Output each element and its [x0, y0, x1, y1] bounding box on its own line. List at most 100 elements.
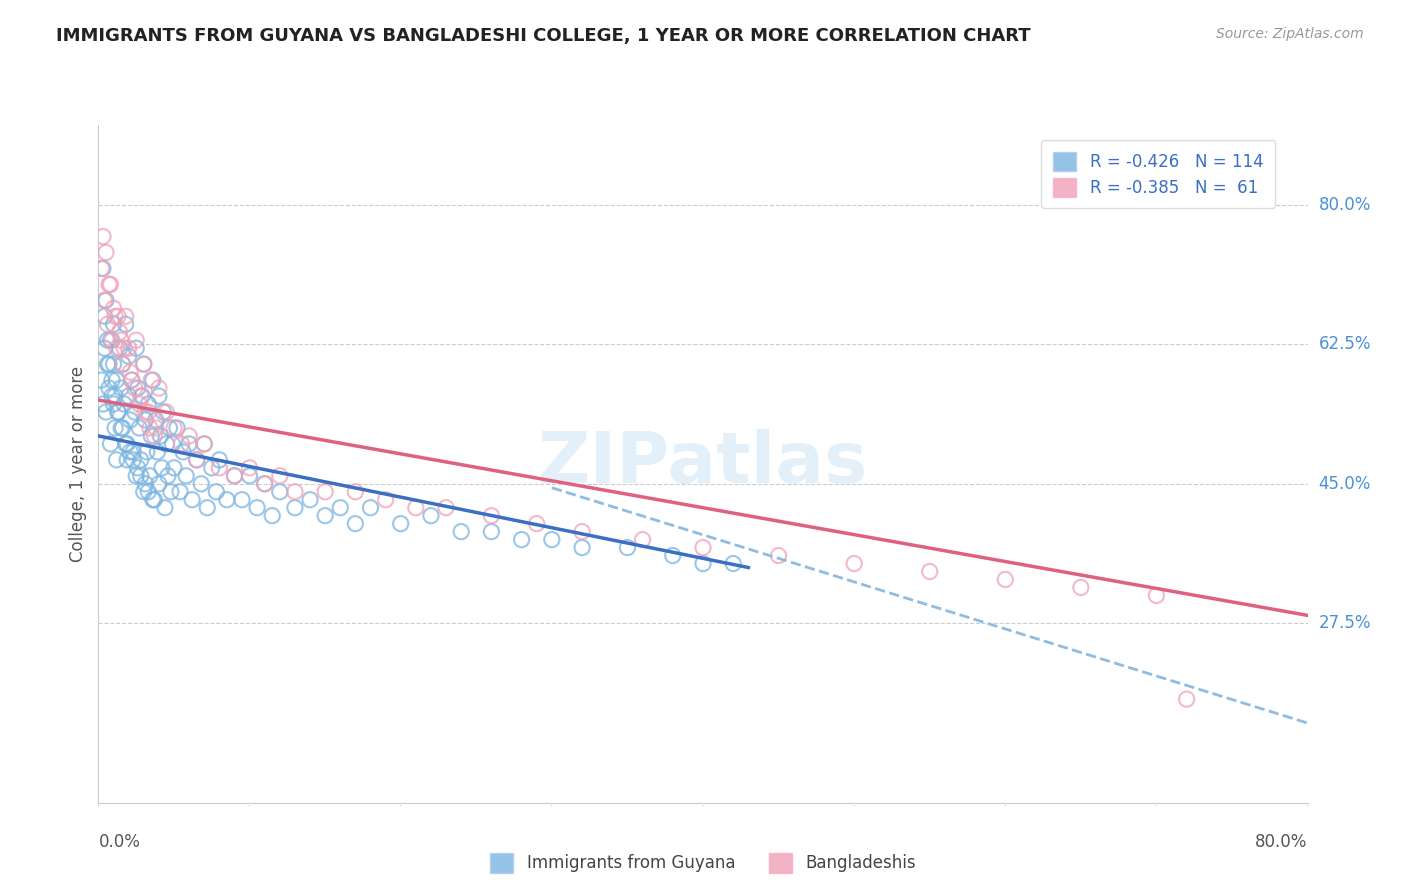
- Point: [481, 524, 503, 539]
- Point: [405, 500, 427, 515]
- Point: [91, 229, 114, 244]
- Point: [90, 261, 112, 276]
- Point: [284, 500, 307, 515]
- Point: [174, 468, 197, 483]
- Point: [139, 468, 162, 483]
- Point: [131, 389, 153, 403]
- Point: [146, 445, 169, 459]
- Point: [122, 453, 145, 467]
- Point: [110, 421, 132, 435]
- Point: [994, 573, 1017, 587]
- Point: [374, 492, 396, 507]
- Point: [224, 468, 246, 483]
- Point: [129, 468, 152, 483]
- Point: [344, 516, 367, 531]
- Point: [111, 421, 134, 435]
- Point: [127, 460, 149, 475]
- Point: [540, 533, 562, 547]
- Point: [918, 565, 941, 579]
- Point: [120, 365, 142, 379]
- Point: [96, 333, 118, 347]
- Point: [132, 357, 155, 371]
- Point: [155, 405, 177, 419]
- Point: [692, 557, 714, 571]
- Point: [434, 500, 457, 515]
- Point: [201, 460, 224, 475]
- Point: [142, 373, 165, 387]
- Point: [115, 437, 138, 451]
- Point: [124, 405, 146, 419]
- Point: [284, 484, 307, 499]
- Point: [112, 397, 135, 411]
- Point: [160, 484, 183, 499]
- Point: [162, 437, 184, 451]
- Point: [768, 549, 790, 563]
- Point: [1144, 589, 1167, 603]
- Point: [141, 373, 163, 387]
- Point: [450, 524, 472, 539]
- Point: [156, 468, 179, 483]
- Text: Source: ZipAtlas.com: Source: ZipAtlas.com: [1216, 27, 1364, 41]
- Point: [104, 389, 127, 403]
- Point: [186, 453, 208, 467]
- Point: [101, 333, 124, 347]
- Point: [170, 437, 193, 451]
- Y-axis label: College, 1 year or more: College, 1 year or more: [69, 366, 87, 562]
- Point: [844, 557, 866, 571]
- Point: [166, 421, 188, 435]
- Point: [129, 389, 152, 403]
- Point: [145, 421, 167, 435]
- Point: [121, 373, 143, 387]
- Point: [100, 437, 122, 451]
- Point: [177, 437, 201, 451]
- Point: [103, 397, 125, 411]
- Point: [100, 333, 122, 347]
- Point: [153, 500, 176, 515]
- Point: [169, 484, 191, 499]
- Point: [692, 541, 714, 555]
- Point: [108, 325, 131, 339]
- Point: [155, 437, 177, 451]
- Point: [344, 484, 367, 499]
- Point: [163, 460, 186, 475]
- Text: 27.5%: 27.5%: [1319, 615, 1371, 632]
- Legend: R = -0.426   N = 114, R = -0.385   N =  61: R = -0.426 N = 114, R = -0.385 N = 61: [1042, 140, 1275, 209]
- Point: [127, 381, 149, 395]
- Point: [118, 341, 141, 355]
- Point: [132, 357, 155, 371]
- Point: [510, 533, 533, 547]
- Point: [631, 533, 654, 547]
- Point: [239, 468, 262, 483]
- Point: [186, 453, 208, 467]
- Point: [96, 357, 118, 371]
- Point: [125, 333, 148, 347]
- Text: ZIPatlas: ZIPatlas: [538, 429, 868, 499]
- Point: [1175, 692, 1198, 706]
- Point: [329, 500, 352, 515]
- Point: [269, 468, 291, 483]
- Point: [262, 508, 284, 523]
- Point: [100, 277, 122, 292]
- Point: [107, 405, 129, 419]
- Point: [103, 301, 125, 316]
- Point: [152, 405, 174, 419]
- Point: [91, 397, 114, 411]
- Point: [129, 453, 152, 467]
- Point: [105, 341, 128, 355]
- Point: [125, 468, 148, 483]
- Point: [177, 429, 201, 443]
- Point: [94, 245, 117, 260]
- Point: [96, 318, 118, 332]
- Point: [103, 357, 125, 371]
- Point: [132, 484, 155, 499]
- Point: [150, 460, 173, 475]
- Point: [135, 445, 157, 459]
- Point: [120, 445, 142, 459]
- Point: [360, 500, 382, 515]
- Point: [526, 516, 548, 531]
- Point: [172, 445, 194, 459]
- Text: 0.0%: 0.0%: [98, 833, 141, 851]
- Point: [124, 381, 146, 395]
- Point: [105, 373, 128, 387]
- Point: [143, 492, 166, 507]
